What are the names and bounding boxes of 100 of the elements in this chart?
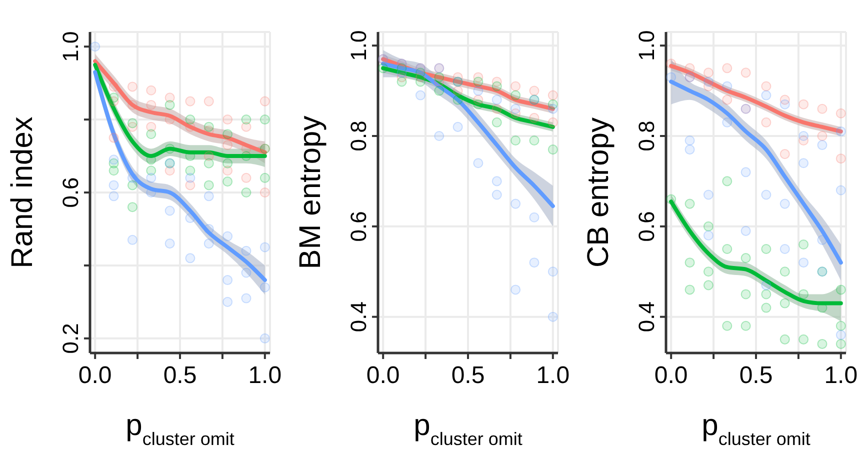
x-axis-title: p$_{cluster omit}$ bbox=[414, 409, 522, 449]
point bbox=[703, 280, 714, 290]
y-tick-label: 0.2 bbox=[58, 323, 83, 354]
point bbox=[761, 117, 772, 128]
point bbox=[396, 76, 407, 87]
point bbox=[241, 268, 252, 278]
point bbox=[836, 108, 846, 118]
y-axis-title: CB entropy bbox=[582, 117, 615, 268]
point bbox=[164, 238, 175, 249]
point bbox=[703, 266, 714, 277]
point bbox=[780, 198, 790, 209]
point bbox=[740, 253, 751, 264]
point bbox=[241, 293, 252, 304]
point bbox=[684, 144, 695, 155]
point bbox=[780, 244, 790, 254]
point bbox=[817, 234, 828, 245]
point bbox=[740, 289, 751, 300]
y-tick-label: 1.0 bbox=[634, 30, 659, 61]
point bbox=[260, 187, 270, 198]
point bbox=[510, 284, 521, 295]
point bbox=[798, 158, 809, 168]
x-tick-label: 0.0 bbox=[654, 362, 688, 389]
x-tick-label: 1.0 bbox=[824, 362, 858, 389]
point bbox=[529, 258, 540, 268]
point bbox=[108, 132, 119, 143]
point bbox=[722, 176, 732, 186]
point bbox=[761, 289, 772, 300]
point bbox=[836, 185, 846, 196]
point bbox=[492, 176, 502, 186]
y-tick-label: 0.6 bbox=[346, 211, 371, 242]
point bbox=[780, 149, 790, 160]
point bbox=[740, 320, 751, 331]
point bbox=[510, 81, 521, 92]
point bbox=[452, 122, 463, 132]
y-tick-label: 0.8 bbox=[346, 120, 371, 152]
point bbox=[108, 166, 119, 176]
point bbox=[473, 76, 484, 87]
point bbox=[492, 104, 502, 114]
point bbox=[222, 176, 233, 187]
point bbox=[164, 144, 175, 154]
y-tick-label: 0.6 bbox=[58, 177, 83, 208]
point bbox=[780, 99, 790, 110]
point bbox=[722, 94, 732, 105]
point bbox=[836, 284, 846, 295]
point bbox=[222, 129, 233, 140]
point bbox=[185, 213, 196, 224]
point bbox=[798, 99, 809, 110]
point bbox=[510, 90, 521, 100]
point bbox=[396, 68, 407, 78]
point bbox=[722, 117, 732, 128]
point bbox=[722, 320, 732, 331]
point bbox=[666, 194, 676, 204]
point bbox=[108, 191, 119, 202]
point bbox=[510, 136, 521, 146]
point bbox=[241, 246, 252, 256]
point bbox=[473, 99, 484, 110]
point bbox=[761, 302, 772, 313]
point bbox=[529, 86, 540, 96]
point bbox=[127, 118, 138, 128]
point bbox=[798, 130, 809, 141]
point bbox=[260, 114, 270, 125]
point bbox=[90, 42, 100, 52]
point bbox=[204, 238, 214, 249]
point bbox=[452, 86, 463, 96]
y-tick-label: 1.0 bbox=[346, 30, 371, 61]
point bbox=[108, 92, 119, 103]
point bbox=[780, 266, 790, 277]
point bbox=[548, 117, 558, 128]
point bbox=[703, 221, 714, 232]
point bbox=[260, 172, 270, 183]
point bbox=[241, 172, 252, 183]
point bbox=[260, 282, 270, 292]
point bbox=[164, 100, 175, 110]
point bbox=[798, 239, 809, 250]
point bbox=[684, 284, 695, 295]
point bbox=[740, 167, 751, 178]
point bbox=[452, 94, 463, 105]
point bbox=[684, 258, 695, 268]
point bbox=[836, 338, 846, 349]
y-axis-title: BM entropy bbox=[294, 116, 327, 270]
point bbox=[529, 136, 540, 146]
point bbox=[817, 130, 828, 141]
point bbox=[434, 130, 444, 141]
point bbox=[204, 122, 214, 132]
point bbox=[684, 63, 695, 74]
point bbox=[666, 58, 676, 69]
point bbox=[108, 180, 119, 190]
point bbox=[666, 72, 676, 82]
point bbox=[817, 104, 828, 114]
point bbox=[740, 226, 751, 236]
point bbox=[548, 312, 558, 322]
point bbox=[222, 140, 233, 150]
point bbox=[260, 96, 270, 106]
point bbox=[492, 81, 502, 92]
point bbox=[684, 136, 695, 146]
point bbox=[529, 112, 540, 123]
x-tick-label: 0.5 bbox=[739, 362, 773, 389]
point bbox=[780, 334, 790, 344]
point bbox=[146, 85, 156, 96]
point bbox=[548, 90, 558, 100]
